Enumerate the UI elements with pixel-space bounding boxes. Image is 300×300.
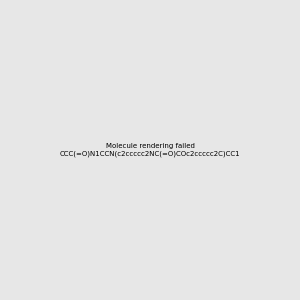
Text: Molecule rendering failed
CCC(=O)N1CCN(c2ccccc2NC(=O)COc2ccccc2C)CC1: Molecule rendering failed CCC(=O)N1CCN(c… (60, 143, 240, 157)
